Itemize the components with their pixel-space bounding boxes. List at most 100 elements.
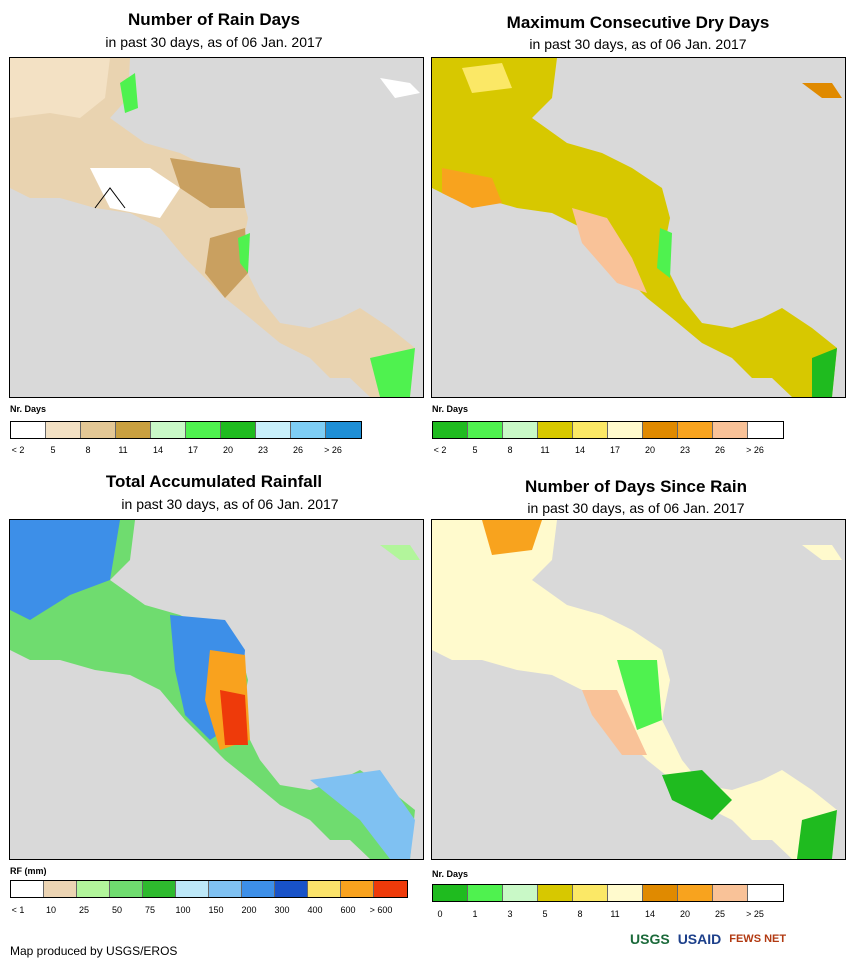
- legend-swatch: [643, 885, 678, 901]
- legend-tick-label: 14: [152, 445, 164, 455]
- footer-credit: Map produced by USGS/EROS: [10, 944, 178, 958]
- legend-swatch: [748, 885, 783, 901]
- panel4-title: Number of Days Since Rain: [524, 477, 747, 496]
- map-rain-days: [9, 57, 424, 398]
- legend-swatch: [176, 881, 209, 897]
- legend-swatch: [110, 881, 143, 897]
- legend-tick-label: > 600: [369, 905, 393, 915]
- legend-swatch: [116, 422, 151, 438]
- legend-tick-label: 20: [222, 445, 234, 455]
- logo-fews-net: FEWS NET: [729, 933, 787, 945]
- legend-tick-label: < 1: [11, 905, 25, 915]
- legend-tick-label: 8: [85, 445, 91, 455]
- legend-swatch: [256, 422, 291, 438]
- legend-swatch: [374, 881, 407, 897]
- map-max-dry-days: [431, 57, 846, 398]
- legend-swatch: [186, 422, 221, 438]
- legend-swatch: [538, 422, 573, 438]
- legend-swatch: [77, 881, 110, 897]
- legend-swatch: [11, 422, 46, 438]
- legend-swatch: [468, 885, 503, 901]
- panel2-subtitle: in past 30 days, as of 06 Jan. 2017: [529, 36, 747, 52]
- legend-tick-label: 5: [472, 445, 478, 455]
- legend-tick-label: 17: [609, 445, 621, 455]
- logo-usaid: USAID: [677, 931, 722, 947]
- legend-tick-label: > 25: [746, 909, 764, 919]
- legend-tick-label: 50: [111, 905, 123, 915]
- legend-tick-label: 11: [610, 909, 620, 919]
- legend-swatch: [433, 422, 468, 438]
- legend-swatch: [242, 881, 275, 897]
- logos: USGS USAID FEWS NET: [630, 931, 786, 947]
- legend-tick-label: 8: [577, 909, 583, 919]
- legend-swatch: [713, 422, 748, 438]
- legend-tick-label: 0: [437, 909, 443, 919]
- legend-swatch: [44, 881, 77, 897]
- legend-swatch: [678, 422, 713, 438]
- legend-swatch: [81, 422, 116, 438]
- legend-swatch: [275, 881, 308, 897]
- legend-swatch: [713, 885, 748, 901]
- legend-days-since-rain: [432, 884, 784, 902]
- panel1-subtitle: in past 30 days, as of 06 Jan. 2017: [105, 34, 323, 50]
- legend-swatch: [209, 881, 242, 897]
- legend4-title: Nr. Days: [432, 869, 469, 879]
- legend-tick-label: 25: [714, 909, 726, 919]
- legend-max-dry-days: [432, 421, 784, 439]
- legend-swatch: [748, 422, 783, 438]
- legend-tick-label: 1: [472, 909, 478, 919]
- legend-tick-label: > 26: [746, 445, 764, 455]
- legend-tick-label: 26: [714, 445, 726, 455]
- legend1-title: Nr. Days: [10, 404, 47, 414]
- legend2-title: Nr. Days: [432, 404, 469, 414]
- legend-tick-label: < 2: [11, 445, 25, 455]
- map-days-since-rain: [431, 519, 846, 860]
- legend-swatch: [11, 881, 44, 897]
- legend-tick-label: 5: [542, 909, 548, 919]
- legend-tick-label: > 26: [324, 445, 342, 455]
- panel3-subtitle: in past 30 days, as of 06 Jan. 2017: [121, 496, 339, 512]
- legend-tick-label: 8: [507, 445, 513, 455]
- legend-tick-label: 20: [644, 445, 656, 455]
- legend-swatch: [503, 885, 538, 901]
- map-total-rainfall: [9, 519, 424, 860]
- legend-swatch: [308, 881, 341, 897]
- legend-swatch: [573, 422, 608, 438]
- legend-swatch: [433, 885, 468, 901]
- legend-swatch: [143, 881, 176, 897]
- legend-tick-label: 17: [187, 445, 199, 455]
- legend-swatch: [151, 422, 186, 438]
- legend-tick-label: 25: [78, 905, 90, 915]
- legend-swatch: [326, 422, 361, 438]
- legend-swatch: [608, 422, 643, 438]
- legend-tick-label: 75: [144, 905, 156, 915]
- legend-tick-label: 23: [679, 445, 691, 455]
- legend-swatch: [573, 885, 608, 901]
- legend-rain-days: [10, 421, 362, 439]
- legend-tick-label: 5: [50, 445, 56, 455]
- panel3-title: Total Accumulated Rainfall: [105, 472, 323, 491]
- legend-tick-label: 11: [118, 445, 128, 455]
- legend-swatch: [608, 885, 643, 901]
- legend-tick-label: 20: [679, 909, 691, 919]
- legend-tick-label: 100: [175, 905, 191, 915]
- legend-swatch: [341, 881, 374, 897]
- panel1-title: Number of Rain Days: [128, 10, 300, 29]
- legend-swatch: [468, 422, 503, 438]
- legend-tick-label: 23: [257, 445, 269, 455]
- legend-swatch: [291, 422, 326, 438]
- legend-tick-label: 3: [507, 909, 513, 919]
- legend-tick-label: 10: [45, 905, 57, 915]
- legend-swatch: [46, 422, 81, 438]
- legend-tick-label: 11: [540, 445, 550, 455]
- legend3-title: RF (mm): [10, 866, 47, 876]
- legend-swatch: [503, 422, 538, 438]
- legend-tick-label: 26: [292, 445, 304, 455]
- legend-swatch: [538, 885, 573, 901]
- panel4-subtitle: in past 30 days, as of 06 Jan. 2017: [527, 500, 745, 516]
- legend-tick-label: 300: [274, 905, 290, 915]
- logo-usgs: USGS: [630, 931, 670, 947]
- legend-tick-label: 14: [574, 445, 586, 455]
- legend-tick-label: 150: [208, 905, 224, 915]
- legend-total-rainfall: [10, 880, 408, 898]
